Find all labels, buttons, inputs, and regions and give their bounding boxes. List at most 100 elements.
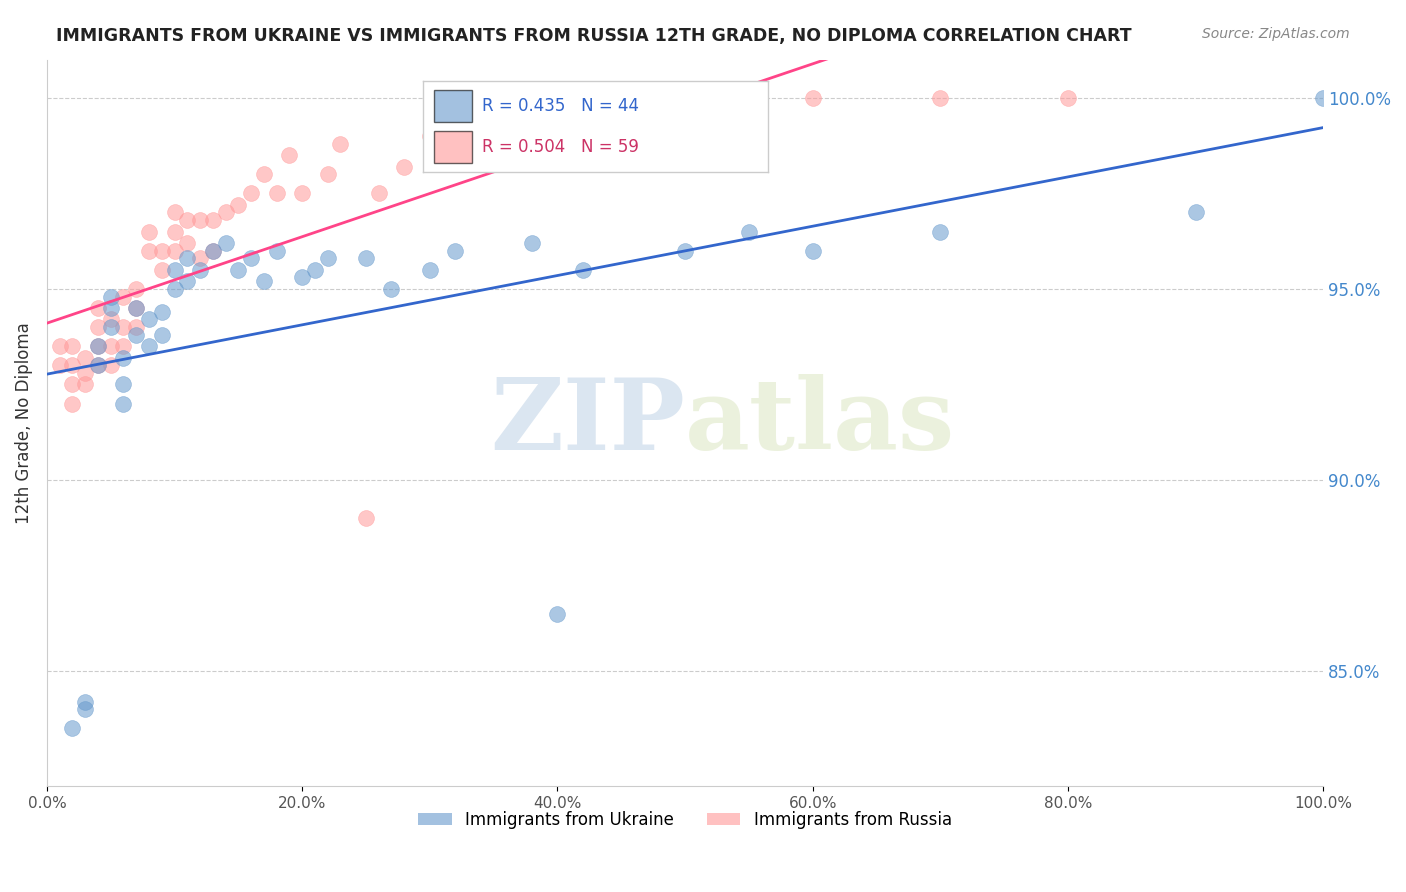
Point	[482, 121, 505, 136]
Point	[188, 262, 211, 277]
Point	[304, 262, 326, 277]
Point	[87, 339, 110, 353]
Point	[266, 244, 288, 258]
Point	[354, 511, 377, 525]
Point	[201, 244, 224, 258]
Point	[150, 262, 173, 277]
Point	[546, 607, 568, 621]
Text: Source: ZipAtlas.com: Source: ZipAtlas.com	[1202, 27, 1350, 41]
Point	[801, 91, 824, 105]
Text: IMMIGRANTS FROM UKRAINE VS IMMIGRANTS FROM RUSSIA 12TH GRADE, NO DIPLOMA CORRELA: IMMIGRANTS FROM UKRAINE VS IMMIGRANTS FR…	[56, 27, 1132, 45]
Point	[253, 274, 276, 288]
Point	[150, 327, 173, 342]
Point	[75, 377, 97, 392]
Point	[201, 244, 224, 258]
Point	[100, 312, 122, 326]
Point	[188, 213, 211, 227]
Point	[176, 274, 198, 288]
Point	[100, 320, 122, 334]
Point	[87, 359, 110, 373]
Point	[62, 359, 84, 373]
Point	[62, 396, 84, 410]
Point	[316, 252, 339, 266]
Point	[87, 339, 110, 353]
Point	[278, 148, 301, 162]
Point	[163, 225, 186, 239]
Point	[572, 262, 595, 277]
Point	[419, 262, 441, 277]
Point	[329, 136, 352, 151]
Point	[253, 167, 276, 181]
Point	[801, 244, 824, 258]
Point	[112, 289, 135, 303]
Point	[138, 244, 160, 258]
Point	[87, 320, 110, 334]
Point	[228, 198, 250, 212]
Point	[125, 327, 148, 342]
Point	[48, 339, 70, 353]
Point	[738, 91, 761, 105]
Point	[75, 366, 97, 380]
Point	[929, 225, 952, 239]
Point	[138, 339, 160, 353]
Point	[163, 244, 186, 258]
Legend: Immigrants from Ukraine, Immigrants from Russia: Immigrants from Ukraine, Immigrants from…	[412, 805, 959, 836]
Point	[112, 351, 135, 365]
Point	[87, 301, 110, 315]
Point	[163, 282, 186, 296]
Point	[1057, 91, 1080, 105]
Text: ZIP: ZIP	[491, 374, 685, 471]
Point	[100, 359, 122, 373]
Point	[75, 695, 97, 709]
Point	[673, 244, 696, 258]
Point	[112, 320, 135, 334]
Point	[62, 377, 84, 392]
Point	[176, 235, 198, 250]
Point	[1312, 91, 1334, 105]
Point	[150, 244, 173, 258]
Point	[520, 235, 543, 250]
Point	[394, 160, 416, 174]
Point	[188, 252, 211, 266]
Point	[291, 270, 314, 285]
Point	[316, 167, 339, 181]
Point	[100, 339, 122, 353]
Point	[240, 252, 263, 266]
Point	[125, 320, 148, 334]
Point	[380, 282, 402, 296]
Point	[214, 235, 236, 250]
Point	[520, 110, 543, 124]
Point	[125, 301, 148, 315]
Point	[125, 301, 148, 315]
Point	[228, 262, 250, 277]
Point	[48, 359, 70, 373]
Point	[266, 186, 288, 201]
Point	[150, 305, 173, 319]
Point	[738, 225, 761, 239]
Point	[125, 282, 148, 296]
Point	[444, 244, 467, 258]
Point	[1184, 205, 1206, 219]
Point	[112, 339, 135, 353]
Point	[546, 98, 568, 112]
Point	[240, 186, 263, 201]
Point	[163, 205, 186, 219]
Point	[138, 225, 160, 239]
Y-axis label: 12th Grade, No Diploma: 12th Grade, No Diploma	[15, 322, 32, 524]
Point	[112, 396, 135, 410]
Point	[214, 205, 236, 219]
Point	[176, 252, 198, 266]
Point	[201, 213, 224, 227]
Point	[291, 186, 314, 201]
Point	[354, 252, 377, 266]
Point	[673, 91, 696, 105]
Point	[62, 339, 84, 353]
Point	[100, 301, 122, 315]
Point	[419, 129, 441, 144]
Text: atlas: atlas	[685, 374, 955, 471]
Point	[75, 702, 97, 716]
Point	[572, 95, 595, 109]
Point	[367, 186, 389, 201]
Point	[929, 91, 952, 105]
Point	[75, 351, 97, 365]
